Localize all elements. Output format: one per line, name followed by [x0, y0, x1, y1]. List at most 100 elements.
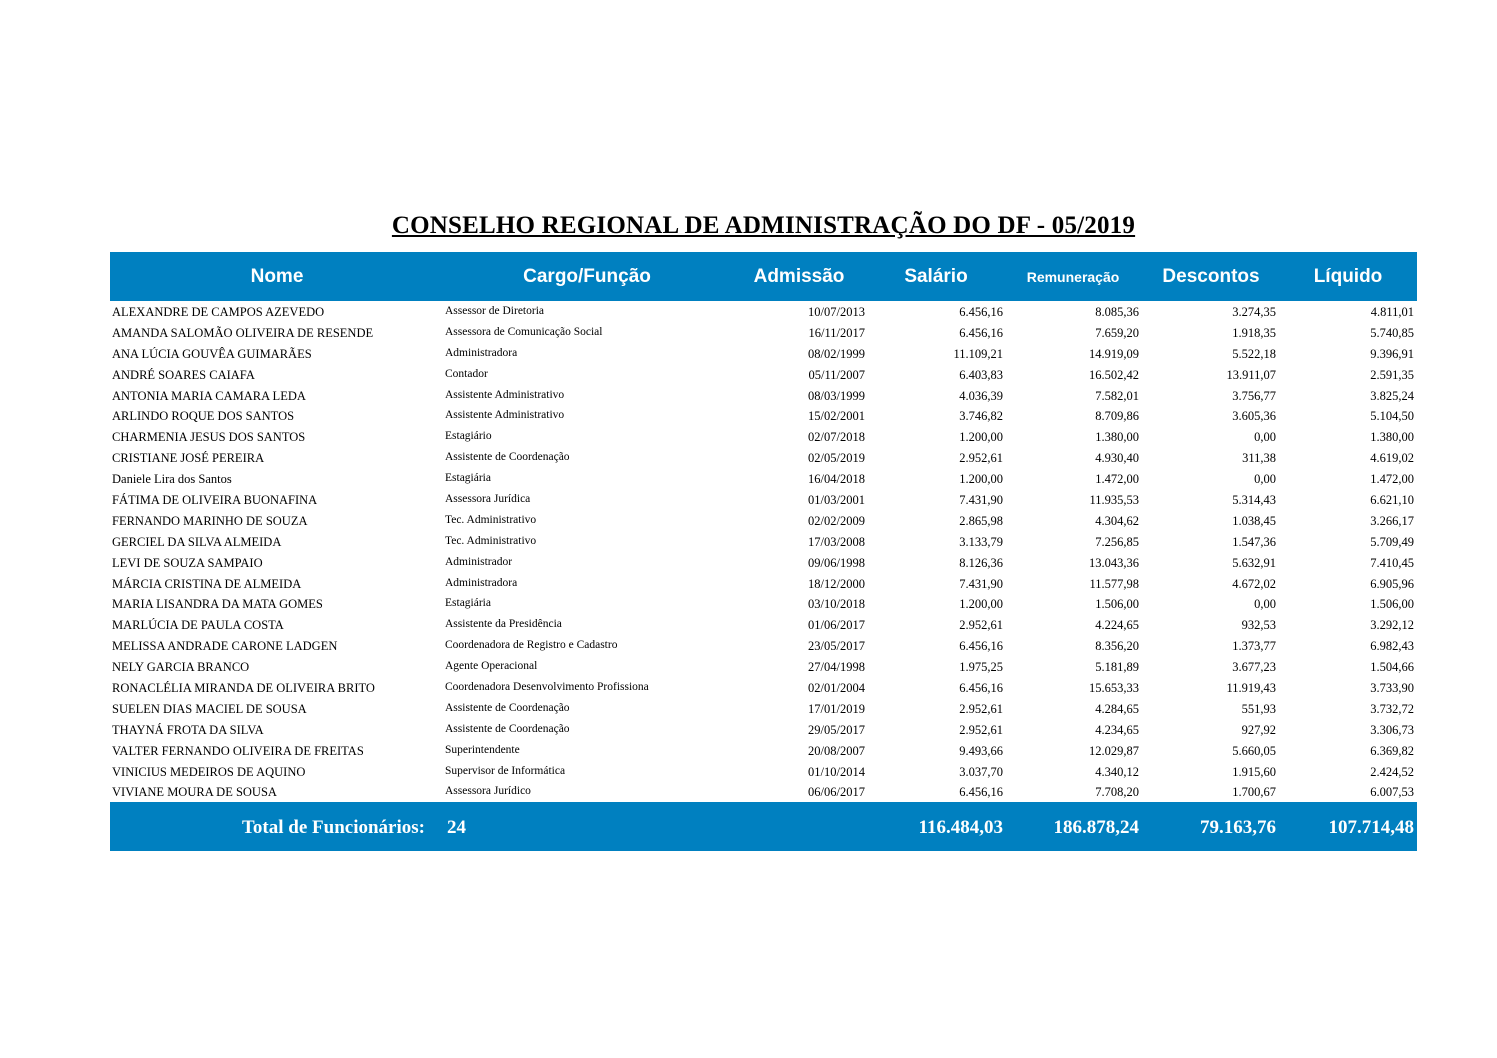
cargo-cell: Assistente de Coordenação — [445, 722, 570, 735]
descontos-cell: 1.547,36 — [1232, 534, 1276, 549]
remuneracao-cell: 7.659,20 — [1095, 325, 1139, 340]
salario-cell: 2.952,61 — [959, 722, 1003, 737]
descontos-cell: 932,53 — [1241, 618, 1276, 633]
admissao-cell: 10/07/2013 — [808, 305, 865, 319]
nome-cell: ARLINDO ROQUE DOS SANTOS — [112, 409, 295, 424]
table-row: ANTONIA MARIA CAMARA LEDA Assistente Admi… — [110, 385, 1417, 406]
nome-cell: NELY GARCIA BRANCO — [112, 660, 250, 675]
descontos-cell: 1.700,67 — [1232, 785, 1276, 800]
remuneracao-cell: 14.919,09 — [1089, 346, 1139, 361]
total-label: Total de Funcionários: — [242, 817, 425, 839]
nome-cell: ANTONIA MARIA CAMARA LEDA — [112, 388, 306, 403]
remuneracao-cell: 8.085,36 — [1095, 305, 1139, 319]
nome-cell: LEVI DE SOUZA SAMPAIO — [112, 555, 263, 570]
cargo-cell: Administrador — [445, 555, 513, 568]
remuneracao-cell: 15.653,33 — [1089, 681, 1139, 696]
total-liquido: 107.714,48 — [1328, 817, 1415, 839]
cargo-cell: Agente Operacional — [445, 660, 538, 673]
cargo-cell: Assessora Jurídico — [445, 785, 531, 798]
liquido-cell: 3.266,17 — [1370, 513, 1414, 528]
nome-cell: ANDRÉ SOARES CAIAFA — [112, 367, 255, 382]
cargo-cell: Supervisor de Informática — [445, 764, 566, 777]
descontos-cell: 13.911,07 — [1226, 367, 1276, 382]
salario-cell: 11.109,21 — [953, 346, 1003, 361]
admissao-cell: 16/11/2017 — [808, 325, 865, 340]
remuneracao-cell: 4.930,40 — [1095, 451, 1139, 466]
salario-cell: 6.456,16 — [959, 785, 1003, 800]
cargo-cell: Administradora — [445, 346, 518, 359]
document-title: CONSELHO REGIONAL DE ADMINISTRAÇÃO DO DF… — [391, 212, 1136, 239]
liquido-cell: 2.591,35 — [1370, 367, 1414, 382]
admissao-cell: 27/04/1998 — [808, 660, 865, 675]
descontos-cell: 311,38 — [1242, 451, 1276, 466]
admissao-cell: 15/02/2001 — [808, 409, 865, 424]
table-row: CHARMENIA JESUS DOS SANTOS Estagiário 02/0… — [110, 426, 1417, 447]
salario-cell: 7.431,90 — [959, 493, 1003, 508]
table-row: THAYNÁ FROTA DA SILVA Assistente de Coord… — [110, 719, 1417, 740]
table-row: NELY GARCIA BRANCO Agente Operacional 27/0… — [110, 656, 1417, 677]
salario-cell: 1.200,00 — [959, 597, 1003, 612]
nome-cell: VIVIANE MOURA DE SOUSA — [112, 785, 277, 800]
nome-cell: MARIA LISANDRA DA MATA GOMES — [112, 597, 323, 612]
admissao-cell: 17/03/2008 — [808, 534, 865, 549]
table-row: VIVIANE MOURA DE SOUSA Assessora Jurídico… — [110, 781, 1417, 802]
nome-cell: FERNANDO MARINHO DE SOUZA — [112, 513, 308, 528]
liquido-cell: 5.740,85 — [1370, 325, 1414, 340]
liquido-cell: 7.410,45 — [1370, 555, 1414, 570]
liquido-cell: 3.825,24 — [1370, 388, 1414, 403]
salario-cell: 6.403,83 — [959, 367, 1003, 382]
liquido-cell: 3.732,72 — [1370, 701, 1414, 716]
cargo-cell: Assistente Administrativo — [445, 388, 565, 401]
liquido-cell: 6.007,53 — [1370, 785, 1414, 800]
admissao-cell: 02/05/2019 — [808, 451, 865, 466]
admissao-cell: 20/08/2007 — [808, 743, 865, 758]
descontos-cell: 0,00 — [1254, 430, 1276, 445]
table-row: MELISSA ANDRADE CARONE LADGEN Coordenador… — [110, 635, 1417, 656]
cargo-cell: Coordenadora de Registro e Cadastro — [445, 639, 618, 652]
liquido-cell: 1.506,00 — [1370, 597, 1414, 612]
cargo-cell: Tec. Administrativo — [445, 513, 537, 526]
admissao-cell: 18/12/2000 — [808, 576, 865, 591]
table-row: FERNANDO MARINHO DE SOUZA Tec. Administra… — [110, 510, 1417, 531]
salario-cell: 8.126,36 — [959, 555, 1003, 570]
table-row: CRISTIANE JOSÉ PEREIRA Assistente de Coor… — [110, 447, 1417, 468]
liquido-cell: 4.811,01 — [1370, 305, 1414, 319]
table-row: Daniele Lira dos Santos Estagiária 16/04/2… — [110, 468, 1417, 489]
admissao-cell: 08/02/1999 — [808, 346, 865, 361]
nome-cell: THAYNÁ FROTA DA SILVA — [112, 722, 264, 737]
nome-cell: VINICIUS MEDEIROS DE AQUINO — [112, 764, 306, 779]
descontos-cell: 1.918,35 — [1232, 325, 1276, 340]
remuneracao-cell: 7.256,85 — [1095, 534, 1139, 549]
salario-cell: 6.456,16 — [959, 305, 1003, 319]
descontos-cell: 551,93 — [1241, 701, 1276, 716]
nome-cell: Daniele Lira dos Santos — [112, 472, 232, 487]
admissao-cell: 02/01/2004 — [808, 681, 865, 696]
liquido-cell: 9.396,91 — [1370, 346, 1414, 361]
payroll-table: Nome Cargo/Função Admissão Salário Remun… — [110, 252, 1417, 852]
table-row: GERCIEL DA SILVA ALMEIDA Tec. Administrat… — [110, 531, 1417, 552]
descontos-cell: 5.522,18 — [1232, 346, 1276, 361]
liquido-cell: 3.733,90 — [1370, 681, 1414, 696]
cargo-cell: Assessora de Comunicação Social — [445, 325, 603, 338]
total-salario: 116.484,03 — [918, 817, 1003, 839]
table-row: SUELEN DIAS MACIEL DE SOUSA Assistente de… — [110, 698, 1417, 719]
salario-cell: 9.493,66 — [959, 743, 1003, 758]
admissao-cell: 01/06/2017 — [808, 618, 865, 633]
table-body: ALEXANDRE DE CAMPOS AZEVEDO Assessor de D… — [110, 301, 1417, 802]
admissao-cell: 08/03/1999 — [808, 388, 865, 403]
descontos-cell: 3.274,35 — [1232, 305, 1276, 319]
nome-cell: GERCIEL DA SILVA ALMEIDA — [112, 534, 282, 549]
liquido-cell: 6.621,10 — [1370, 493, 1414, 508]
table-row: RONACLÉLIA MIRANDA DE OLIVEIRA BRITO Coor… — [110, 677, 1417, 698]
salario-cell: 1.975,25 — [959, 660, 1003, 675]
admissao-cell: 29/05/2017 — [808, 722, 865, 737]
liquido-cell: 6.982,43 — [1370, 639, 1414, 654]
admissao-cell: 16/04/2018 — [808, 472, 865, 487]
remuneracao-cell: 11.935,53 — [1089, 493, 1139, 508]
descontos-cell: 1.915,60 — [1232, 764, 1276, 779]
nome-cell: MARLÚCIA DE PAULA COSTA — [112, 618, 284, 633]
remuneracao-cell: 4.304,62 — [1095, 513, 1139, 528]
cargo-cell: Contador — [445, 367, 488, 380]
cargo-cell: Estagiária — [445, 597, 491, 610]
remuneracao-cell: 4.224,65 — [1095, 618, 1139, 633]
